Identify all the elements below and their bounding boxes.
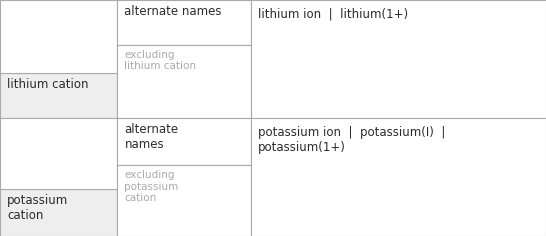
Bar (117, 45, 251, 118)
Bar (0, 189, 117, 236)
Bar (117, 118, 251, 165)
Bar (117, 165, 251, 236)
Text: excluding
lithium cation: excluding lithium cation (124, 50, 197, 72)
Text: potassium ion  |  potassium(I)  |
potassium(1+): potassium ion | potassium(I) | potassium… (258, 126, 446, 154)
Text: alternate names: alternate names (124, 5, 222, 18)
Bar (117, 0, 251, 45)
Bar (0, 73, 117, 118)
Text: lithium cation: lithium cation (7, 78, 88, 91)
Text: excluding
potassium
cation: excluding potassium cation (124, 170, 179, 203)
Text: potassium
cation: potassium cation (7, 194, 68, 222)
Bar (251, 118, 546, 236)
Bar (0, 0, 117, 73)
Text: alternate
names: alternate names (124, 123, 179, 151)
Text: lithium ion  |  lithium(1+): lithium ion | lithium(1+) (258, 8, 408, 21)
Bar (0, 118, 117, 189)
Bar (251, 0, 546, 118)
